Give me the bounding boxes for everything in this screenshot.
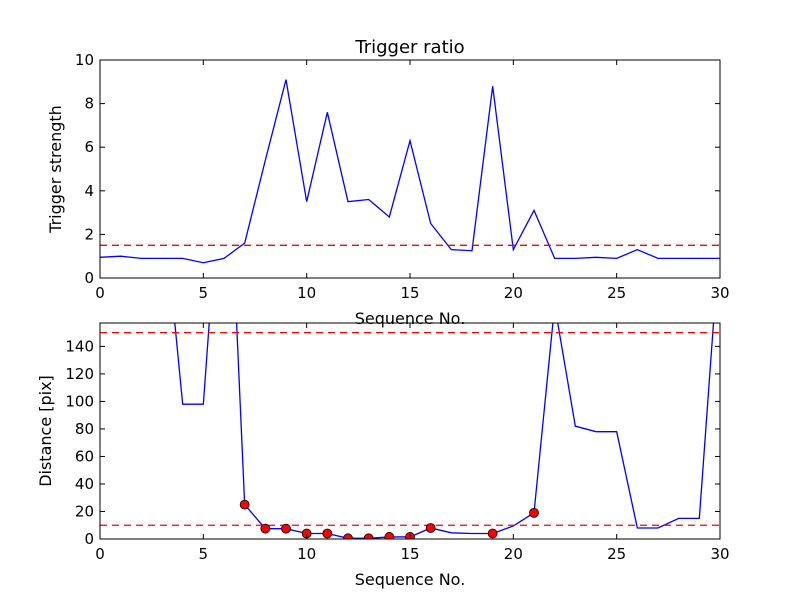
- x-tick-label: 5: [199, 284, 209, 302]
- chart-distance: 0 5 10 15 20 25 30 0 20 40 60 80 100 120 140 Sequence …: [36, 322, 730, 589]
- x-tick-label: 20: [504, 545, 523, 563]
- y-axis-label: Trigger strength: [46, 105, 65, 234]
- plot-area: [100, 323, 720, 539]
- x-tick-label: 15: [400, 284, 419, 302]
- data-point-marker: [260, 523, 271, 534]
- y-tick-label: 60: [75, 447, 94, 465]
- y-tick-label: 40: [75, 475, 94, 493]
- x-tick-label: 0: [95, 545, 105, 563]
- x-tick-label: 30: [710, 545, 729, 563]
- x-tick-label: 25: [607, 545, 626, 563]
- y-tick-label: 2: [84, 225, 94, 243]
- x-tick-label: 15: [400, 545, 419, 563]
- data-point-marker: [322, 528, 333, 539]
- y-tick-label: 100: [65, 392, 94, 410]
- y-tick-label: 120: [65, 365, 94, 383]
- x-tick-label: 30: [710, 284, 729, 302]
- x-tick-label: 5: [199, 545, 209, 563]
- y-axis-label: Distance [pix]: [36, 375, 55, 487]
- plot-area: [100, 79, 720, 264]
- y-tick-label: 6: [84, 138, 94, 156]
- y-tick-label: 0: [84, 530, 94, 548]
- axis-ticks: 0 5 10 15 20 25 30 0 20 40 60 80 100 120 140: [65, 323, 730, 563]
- x-tick-label: 10: [297, 545, 316, 563]
- y-tick-label: 140: [65, 337, 94, 355]
- y-tick-label: 80: [75, 420, 94, 438]
- y-tick-label: 4: [84, 182, 94, 200]
- data-point-marker: [384, 532, 395, 539]
- x-tick-label: 10: [297, 284, 316, 302]
- x-tick-label: 0: [95, 284, 105, 302]
- x-tick-label: 25: [607, 284, 626, 302]
- x-tick-label: 20: [504, 284, 523, 302]
- axis-ticks: 0 5 10 15 20 25 30 0 2 4 6 8 10: [75, 51, 730, 302]
- data-point-marker: [281, 523, 291, 534]
- data-point-marker: [529, 507, 539, 518]
- series-line: [174, 323, 715, 539]
- y-tick-label: 0: [84, 269, 94, 287]
- series-line: [100, 79, 720, 264]
- chart-title: Trigger ratio: [354, 37, 464, 58]
- y-tick-label: 20: [75, 502, 94, 520]
- data-point-marker: [425, 523, 436, 533]
- data-point-marker: [239, 499, 250, 510]
- y-tick-label: 10: [75, 51, 94, 69]
- data-point-marker: [487, 528, 498, 539]
- y-tick-label: 8: [84, 95, 94, 113]
- data-point-marker: [363, 533, 374, 539]
- x-axis-label: Sequence No.: [355, 570, 466, 589]
- data-point-marker: [343, 533, 353, 539]
